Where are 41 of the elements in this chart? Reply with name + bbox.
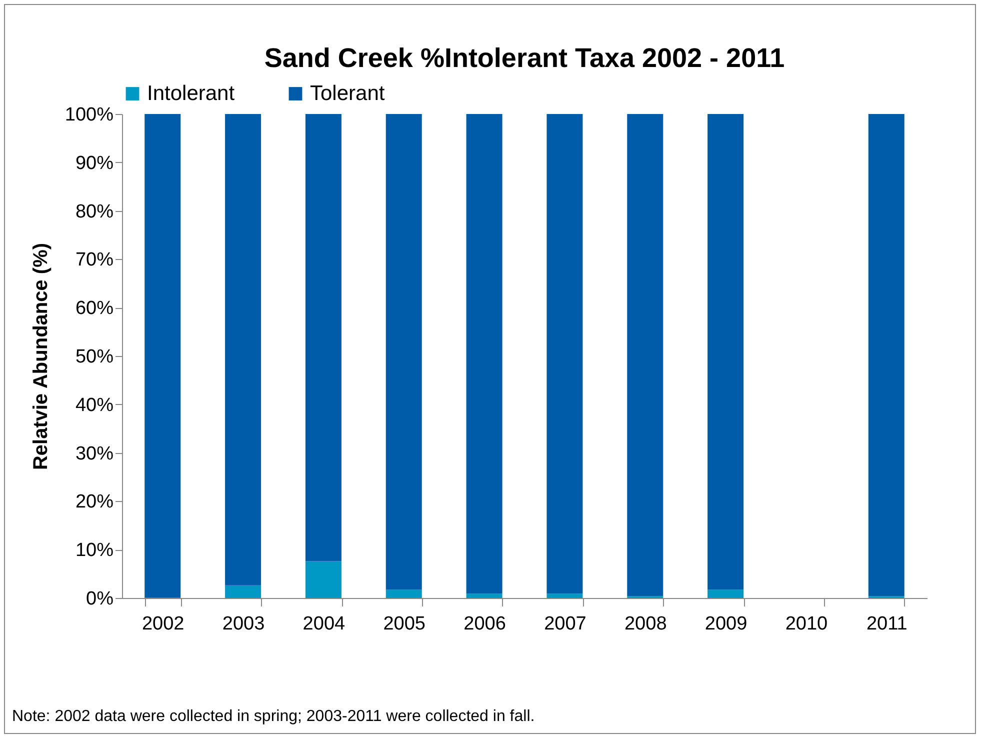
y-tick-label: 50% <box>75 346 114 368</box>
x-tick-label: 2010 <box>785 614 828 634</box>
x-tick-label: 2006 <box>464 614 506 634</box>
y-tick-label: 60% <box>75 298 114 320</box>
bar <box>708 590 744 598</box>
chart-title: Sand Creek %Intolerant Taxa 2002 - 2011 <box>264 43 785 73</box>
bar <box>386 590 422 598</box>
y-tick-label: 0% <box>86 588 114 610</box>
bar <box>144 114 181 598</box>
bar <box>386 114 422 590</box>
legend-label: Intolerant <box>147 82 235 105</box>
x-tick-label: 2004 <box>302 614 346 634</box>
y-tick-label: 80% <box>75 201 114 222</box>
x-tick-label: 2007 <box>544 614 586 634</box>
bar <box>225 114 262 586</box>
bar <box>627 114 664 596</box>
y-tick-label: 40% <box>75 394 114 416</box>
bar <box>546 594 583 598</box>
x-tick-label: 2003 <box>222 614 265 634</box>
bar <box>225 585 262 598</box>
bar <box>305 114 342 562</box>
y-tick-label: 90% <box>75 152 114 174</box>
y-axis-title: Relatvie Abundance (%) <box>30 242 52 470</box>
y-tick-label: 100% <box>64 104 114 126</box>
x-tick-label: 2002 <box>142 614 184 634</box>
bar <box>305 561 342 598</box>
y-tick-label: 10% <box>75 540 114 562</box>
x-tick-label: 2011 <box>866 614 908 634</box>
text: Note: 2002 data were collected in spring; 2003-2011 were collected in fall. <box>12 708 535 726</box>
x-tick-label: 2005 <box>383 614 426 634</box>
y-tick-label: 30% <box>75 443 114 464</box>
y-tick-label: 70% <box>75 250 114 271</box>
bar <box>466 114 502 594</box>
x-tick-label: 2009 <box>704 614 748 634</box>
bar <box>868 114 904 596</box>
bar <box>708 114 744 590</box>
legend-label: Tolerant <box>310 82 385 105</box>
bar <box>546 114 583 594</box>
bar <box>466 594 502 598</box>
y-tick-label: 20% <box>75 492 114 513</box>
x-tick-label: 2008 <box>624 614 667 634</box>
